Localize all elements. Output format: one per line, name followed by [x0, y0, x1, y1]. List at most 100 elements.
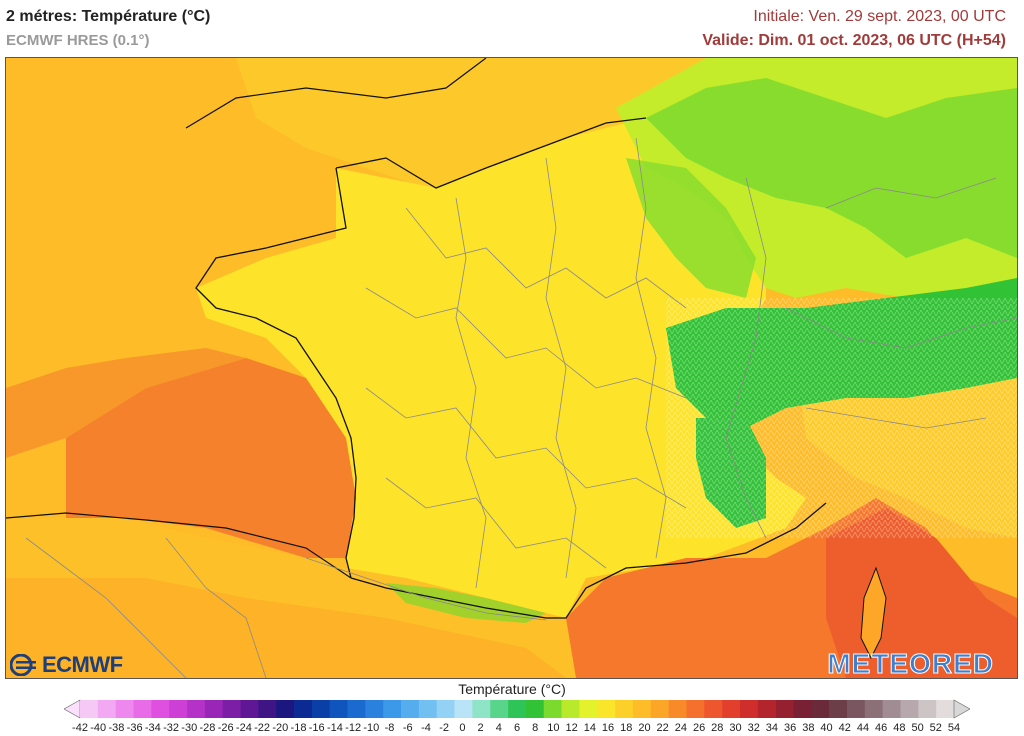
legend-tick-label: 2	[477, 722, 484, 734]
legend-swatch	[757, 700, 776, 718]
legend-tick-label: 26	[692, 722, 706, 734]
legend-tick-label: -34	[144, 722, 161, 734]
admin-borders	[25, 137, 1017, 678]
legend-tick-label: -12	[345, 722, 362, 734]
legend-swatch	[722, 700, 741, 718]
legend-tick-label: 0	[459, 722, 466, 734]
legend-tick-label: -22	[254, 722, 271, 734]
legend-colorbar	[64, 699, 970, 719]
valid-time: Valide: Dim. 01 oct. 2023, 06 UTC (H+54)	[702, 32, 1006, 49]
legend-swatch	[151, 700, 170, 718]
legend-swatch	[472, 700, 491, 718]
spain-north-coast	[6, 512, 352, 579]
legend-swatch	[311, 700, 331, 718]
legend-tick-label: -6	[402, 722, 413, 734]
legend-tick-label: 34	[765, 722, 779, 734]
legend-swatch	[686, 700, 705, 718]
legend-tick-label: -14	[326, 722, 343, 734]
legend-swatch	[401, 700, 420, 718]
legend-swatch	[811, 700, 830, 718]
temperature-map[interactable]	[5, 57, 1018, 679]
legend-tick-label: 46	[875, 722, 888, 734]
legend-tick-label: 42	[838, 722, 851, 734]
legend-tick-label: 54	[947, 722, 961, 734]
legend-swatch	[115, 700, 134, 718]
legend-tick-label: 10	[547, 722, 560, 734]
legend-swatch	[418, 700, 438, 718]
legend-swatch	[668, 700, 687, 718]
legend-tick-label: 22	[656, 722, 669, 734]
legend-swatch	[80, 700, 99, 718]
legend-tick-label: -4	[421, 722, 431, 734]
legend-swatch	[900, 700, 919, 718]
legend-tick-label: -38	[108, 722, 125, 734]
channel-field	[236, 58, 706, 198]
legend-swatch	[490, 700, 509, 718]
legend-swatch	[561, 700, 580, 718]
legend-tick-label: -36	[126, 722, 143, 734]
legend-tick-label: 20	[638, 722, 651, 734]
legend-swatch	[169, 700, 188, 718]
legend-swatch	[632, 700, 652, 718]
legend-title: Température (°C)	[458, 681, 566, 697]
legend-tick-label: -26	[217, 722, 234, 734]
init-time: Initiale: Ven. 29 sept. 2023, 00 UTC	[753, 8, 1006, 25]
legend-swatch	[739, 700, 759, 718]
atlantic-warm	[6, 348, 246, 458]
legend-ticks: -42 -40 -38 -36 -34 -32 -30 -28 -26 -24 -22 -20 -18-…	[0, 722, 1024, 736]
biscay-warm	[66, 358, 356, 558]
map-title: 2 métres: Température (°C)	[6, 8, 211, 25]
legend-swatch	[579, 700, 598, 718]
north-coast	[335, 117, 647, 189]
france-land	[196, 118, 806, 628]
map-canvas	[6, 58, 1017, 678]
legend-swatch	[454, 700, 473, 718]
legend-tick-label: 44	[856, 722, 870, 734]
legend-tick-label: 24	[674, 722, 687, 734]
legend-low-arrow	[64, 699, 81, 719]
legend-tick-label: 14	[583, 722, 596, 734]
legend-tick-label: 48	[893, 722, 906, 734]
legend-swatch	[294, 700, 313, 718]
legend-swatch	[615, 700, 634, 718]
alps-relief	[666, 298, 1017, 538]
cool-zone-lorraine	[626, 158, 756, 298]
legend-tick-label: -18	[290, 722, 307, 734]
legend-swatch	[936, 700, 955, 718]
legend-swatch	[525, 700, 545, 718]
legend-tick-label: 28	[711, 722, 724, 734]
meteored-logo: METEORED	[827, 648, 994, 680]
ecmwf-logo-text: ECMWF	[42, 652, 123, 677]
legend-tick-label: 12	[565, 722, 578, 734]
corsica	[860, 566, 887, 660]
legend-tick-label: 6	[513, 722, 521, 734]
legend-swatch	[222, 700, 241, 718]
legend-tick-label: -10	[363, 722, 380, 734]
legend-tick-label: -2	[439, 722, 450, 734]
legend-swatch	[133, 700, 152, 718]
legend-tick-label: 4	[495, 722, 502, 734]
legend-swatch	[276, 700, 295, 718]
england-coast	[185, 58, 487, 129]
legend-tick-label: 16	[601, 722, 615, 734]
legend-swatch	[650, 700, 669, 718]
legend-tick-label: 30	[729, 722, 742, 734]
legend-tick-label: 18	[620, 722, 633, 734]
legend-swatch	[258, 700, 277, 718]
legend-tick-label: 40	[820, 722, 833, 734]
legend-tick-label: 38	[802, 722, 815, 734]
legend-swatch	[347, 700, 366, 718]
legend-swatch	[829, 700, 848, 718]
legend-tick-label: -42	[72, 722, 88, 734]
model-label: ECMWF HRES (0.1°)	[6, 32, 150, 49]
legend-tick-label: -30	[181, 722, 198, 734]
ecmwf-logo-icon	[10, 654, 36, 676]
legend-swatch	[436, 700, 455, 718]
legend-swatch	[882, 700, 901, 718]
cool-zone-north	[646, 78, 1017, 258]
legend-tick-label: -40	[90, 722, 107, 734]
legend-tick-label: 32	[747, 722, 760, 734]
ecmwf-logo: ECMWF	[10, 652, 123, 678]
legend-swatch	[543, 700, 562, 718]
legend-swatch	[240, 700, 259, 718]
